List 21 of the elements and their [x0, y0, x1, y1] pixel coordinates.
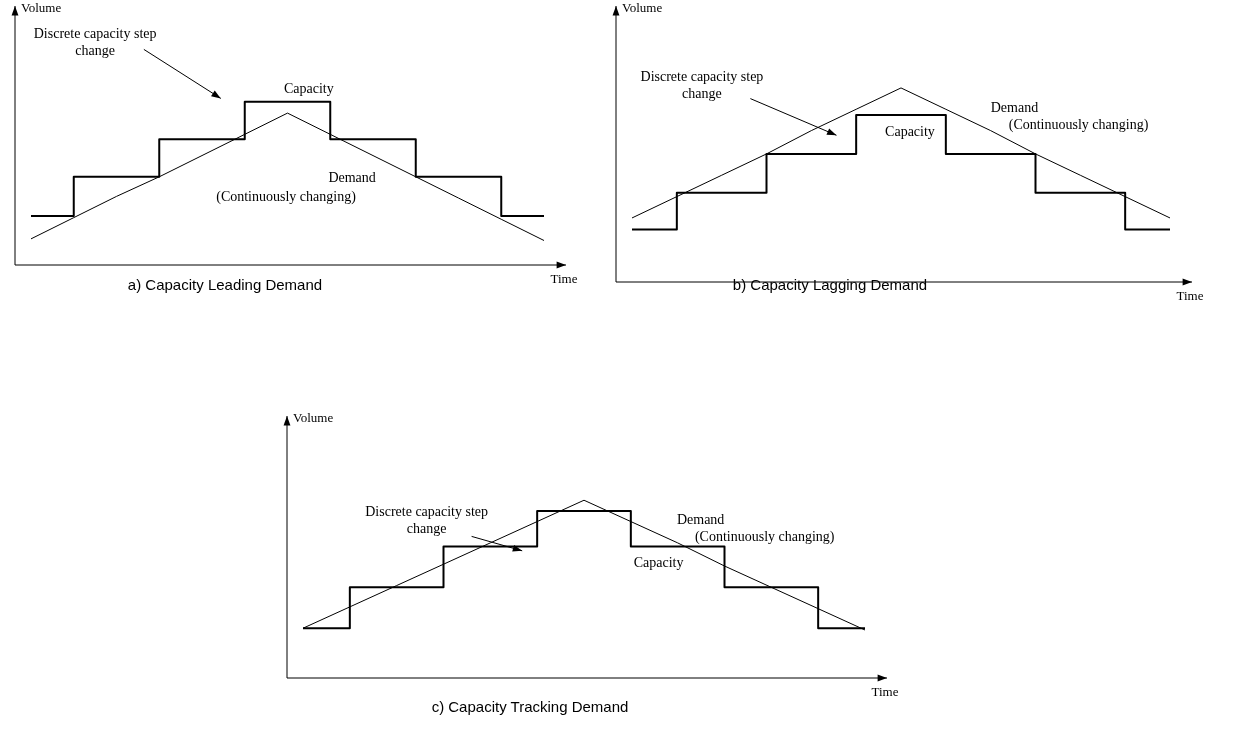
annotation: Discrete capacity step change — [640, 69, 764, 102]
text: a) Capacity Leading Demand — [127, 276, 323, 293]
y-axis-title: Volume — [293, 409, 334, 425]
text: b) Capacity Lagging Demand — [732, 276, 928, 293]
x-axis-title: Time — [550, 270, 578, 286]
annotation: Discrete capacity step change — [365, 504, 489, 537]
x-axis-title: Time — [1176, 287, 1204, 303]
annotation: (Continuously changing) — [694, 529, 835, 546]
series-label: Demand — [676, 512, 725, 528]
series-label: Capacity — [283, 81, 334, 97]
text: c) Capacity Tracking Demand — [431, 698, 629, 715]
annotation: (Continuously changing) — [216, 188, 357, 205]
series-label: Demand — [328, 169, 376, 185]
annotation: (Continuously changing) — [1008, 116, 1149, 133]
y-axis-title: Volume — [622, 0, 663, 15]
y-axis-title: Volume — [21, 0, 62, 15]
series-label: Capacity — [633, 555, 684, 571]
series-label: Demand — [990, 99, 1039, 115]
series-label: Capacity — [885, 123, 935, 139]
text: Discrete capacity step change — [33, 26, 157, 59]
x-axis-title: Time — [871, 683, 899, 699]
